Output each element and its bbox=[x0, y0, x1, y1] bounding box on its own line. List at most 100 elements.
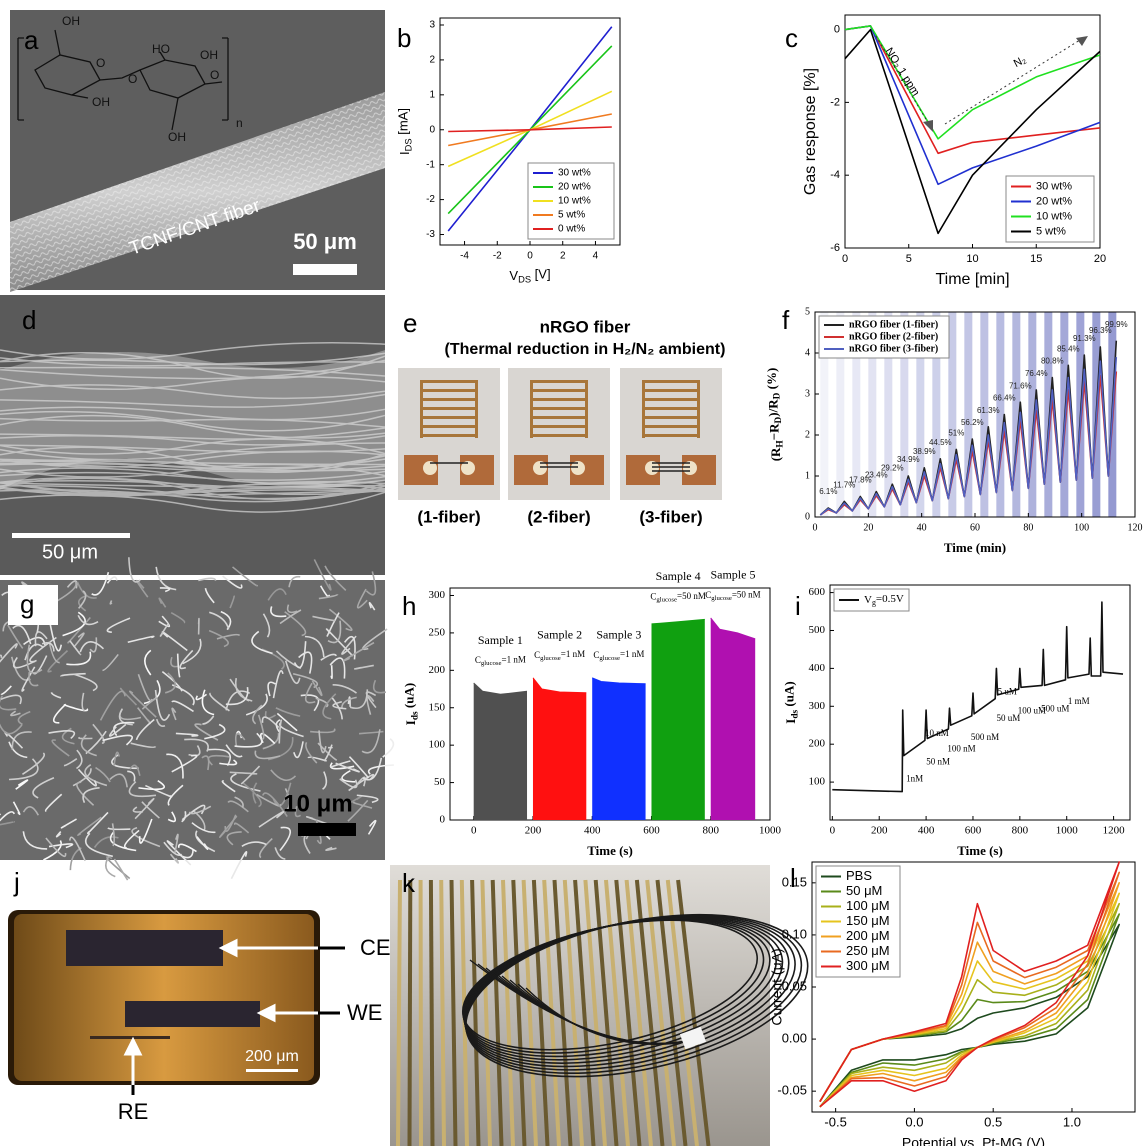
annotation: 51% bbox=[948, 428, 964, 437]
x-tick-label: 600 bbox=[965, 825, 982, 837]
x-tick-label: -0.5 bbox=[824, 1114, 846, 1129]
text-part: [mA] bbox=[396, 108, 411, 138]
annotation: 100 uM bbox=[1018, 705, 1046, 715]
annotation: 38.9% bbox=[913, 447, 936, 456]
nanofiber bbox=[356, 794, 379, 804]
nanofiber bbox=[55, 831, 62, 838]
x-tick-label: -2 bbox=[493, 251, 502, 262]
legend-label: 50 μM bbox=[846, 883, 882, 898]
annotation: 91.3% bbox=[1073, 334, 1096, 343]
wave bbox=[0, 438, 386, 455]
nanofiber bbox=[29, 636, 57, 663]
wave bbox=[0, 470, 386, 481]
nanofiber bbox=[158, 615, 171, 628]
nanofiber-network bbox=[0, 557, 395, 881]
nanofiber bbox=[113, 751, 120, 766]
nanofiber bbox=[326, 612, 340, 637]
subtitle: (Thermal reduction in H₂/N₂ ambient) bbox=[445, 341, 726, 358]
nanofiber bbox=[279, 826, 292, 852]
nanofiber bbox=[182, 638, 202, 665]
y-tick-label: -0.05 bbox=[777, 1083, 807, 1098]
electrode-finger bbox=[420, 380, 478, 383]
nanofiber bbox=[77, 768, 97, 787]
fiber-bundle bbox=[396, 879, 809, 1146]
contact bbox=[571, 461, 585, 475]
line bbox=[844, 25, 1101, 140]
nanofiber bbox=[28, 672, 39, 687]
wave bbox=[0, 491, 386, 513]
annotation: 11.7% bbox=[833, 481, 855, 490]
nanofiber bbox=[159, 623, 170, 637]
rod bbox=[593, 879, 619, 1146]
panel-label: h bbox=[402, 591, 416, 621]
x-tick-label: 5 bbox=[906, 253, 912, 265]
nanofiber bbox=[67, 616, 91, 644]
nanofiber bbox=[69, 640, 82, 656]
nanofiber bbox=[15, 779, 29, 790]
electrode-spine bbox=[420, 380, 423, 438]
structure-label: n bbox=[236, 116, 243, 130]
text-part: (uA) bbox=[782, 681, 797, 710]
rod bbox=[501, 879, 515, 1146]
nanofiber bbox=[262, 613, 271, 638]
nanofiber bbox=[129, 764, 141, 776]
nanofiber bbox=[218, 815, 238, 838]
nanofiber bbox=[73, 632, 85, 648]
nanofiber bbox=[382, 738, 395, 758]
nanofiber bbox=[130, 742, 157, 749]
nanofiber bbox=[48, 730, 76, 740]
nanofiber bbox=[0, 694, 22, 705]
rod bbox=[470, 879, 481, 1146]
legend-label: 100 μM bbox=[846, 898, 890, 913]
annotation: N₂ bbox=[1012, 54, 1028, 70]
y-axis-label: Ids (uA) bbox=[782, 681, 801, 723]
nanofiber bbox=[318, 593, 339, 600]
nanofiber bbox=[328, 608, 353, 632]
y-tick-label: 0.15 bbox=[782, 874, 807, 889]
scale-bar-label: 50 μm bbox=[42, 541, 98, 563]
nanofiber bbox=[257, 714, 265, 740]
nanofiber bbox=[286, 604, 298, 614]
nanofiber bbox=[91, 572, 110, 596]
nanofiber bbox=[196, 836, 209, 850]
line bbox=[819, 913, 1120, 1108]
nanofiber bbox=[128, 690, 157, 718]
nanofiber bbox=[73, 673, 98, 692]
nanofiber bbox=[222, 575, 243, 589]
line bbox=[844, 28, 1101, 235]
nanofiber bbox=[0, 685, 12, 695]
annotation: 29.2% bbox=[881, 463, 904, 472]
concentration-label: Cglucose=50 nM bbox=[705, 589, 760, 601]
wave bbox=[0, 376, 386, 390]
legend-label: nRGO fiber (3-fiber) bbox=[849, 343, 938, 354]
panel-label: f bbox=[782, 305, 790, 335]
nanofiber bbox=[128, 781, 157, 798]
nanofiber bbox=[167, 811, 177, 823]
nanofiber bbox=[356, 588, 368, 609]
x-tick-label: 0 bbox=[471, 825, 477, 837]
device-photos: (1-fiber) (2-fiber) (3-fiber) bbox=[398, 368, 722, 526]
panel-label: b bbox=[397, 23, 411, 53]
wave bbox=[0, 352, 386, 366]
x-tick-label: 60 bbox=[970, 522, 980, 533]
nanofiber bbox=[166, 753, 184, 779]
nanofiber bbox=[87, 811, 109, 835]
nanofiber bbox=[141, 697, 158, 710]
structure-label: O bbox=[210, 68, 219, 82]
panel-label: j bbox=[13, 867, 20, 897]
x-tick-label: 0.0 bbox=[905, 1114, 923, 1129]
nanofiber bbox=[171, 684, 195, 706]
x-tick-label: 1000 bbox=[1056, 825, 1079, 837]
sample-label: Sample 3 bbox=[596, 628, 641, 642]
text-part: =0.5V bbox=[876, 592, 904, 604]
nanofiber bbox=[293, 641, 307, 669]
nanofiber bbox=[50, 692, 62, 699]
text-part: =1 nM bbox=[502, 654, 526, 664]
nanofiber bbox=[108, 723, 127, 737]
nanofiber bbox=[254, 750, 281, 760]
electrode-finger bbox=[420, 425, 478, 428]
nanofiber bbox=[313, 559, 332, 591]
nanofiber bbox=[41, 642, 55, 652]
